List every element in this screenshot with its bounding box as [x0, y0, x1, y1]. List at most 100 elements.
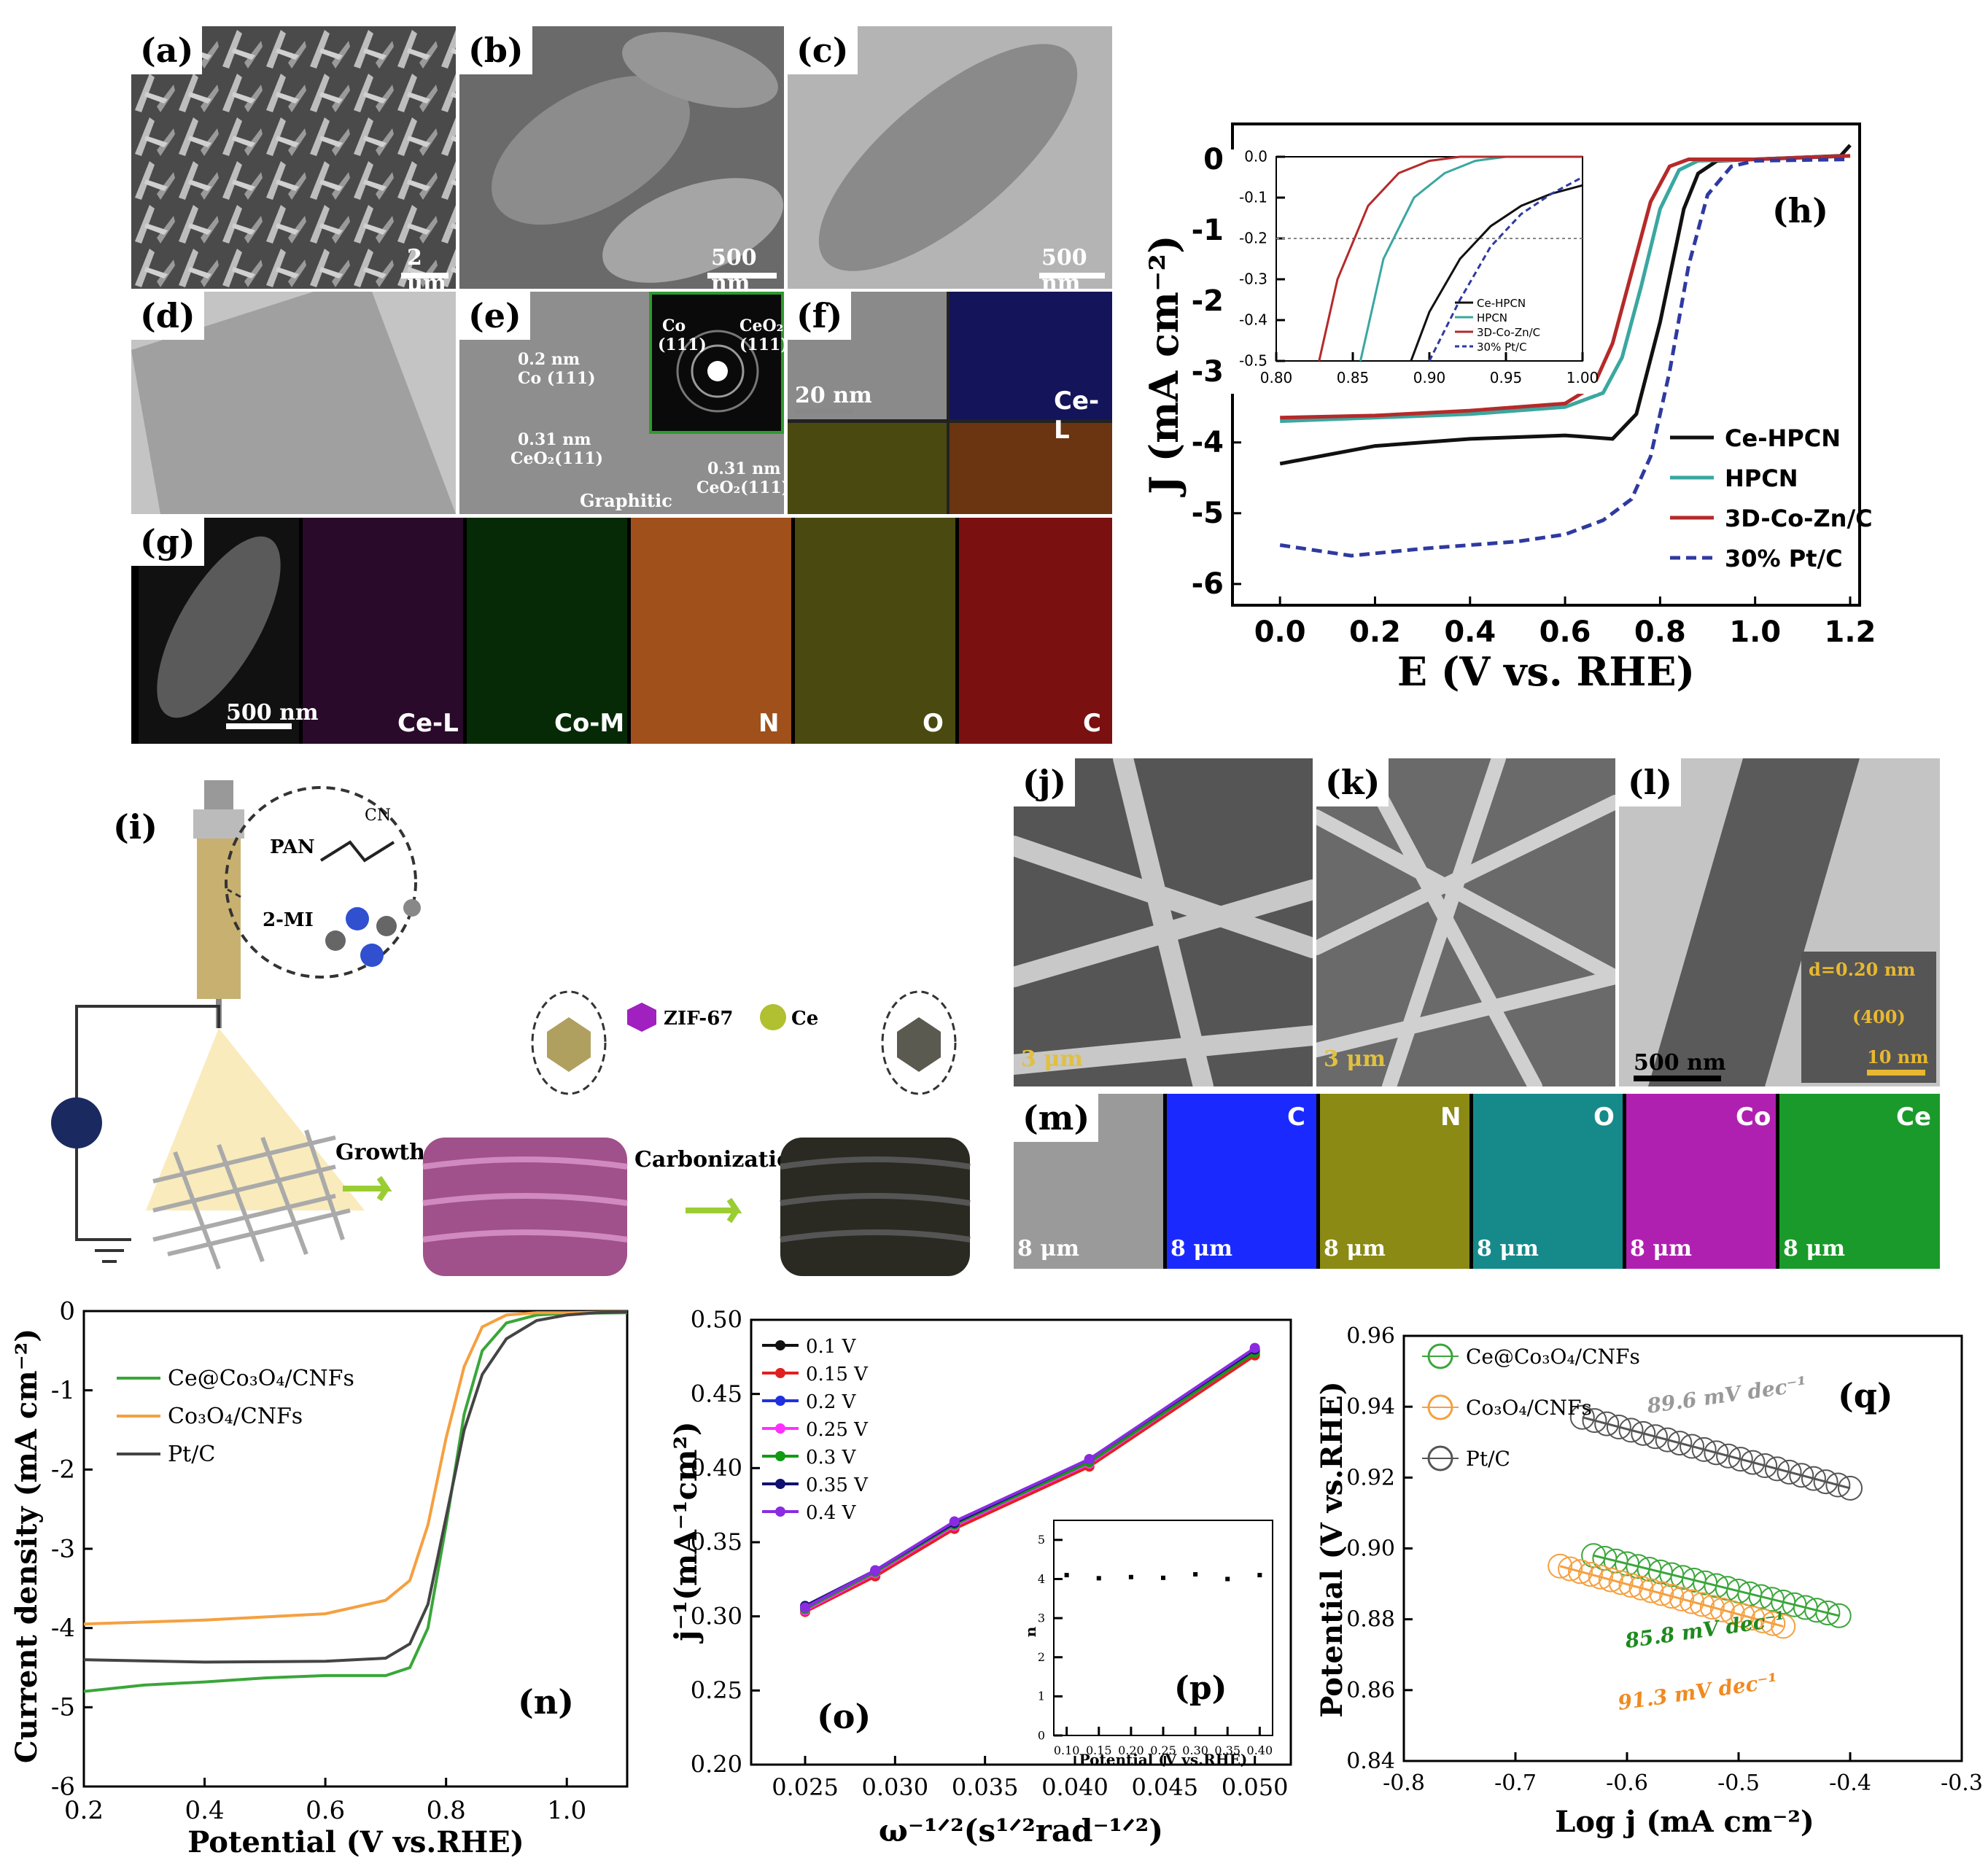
h-xtick-label-3: 0.6	[1539, 615, 1591, 649]
panel-c-leaf	[818, 44, 1078, 271]
n-panel-label: (n)	[518, 1682, 574, 1722]
cn-label: CN	[365, 806, 391, 825]
panel-a: (a) 2 μm	[131, 26, 456, 289]
q-point-2-15	[1752, 1453, 1778, 1478]
panel-b-leaves	[492, 32, 783, 283]
label-e: (e)	[459, 292, 530, 340]
h-series-3	[1279, 158, 1851, 558]
h-inset-ytick-label-0: 0.0	[1244, 148, 1267, 166]
label-a: (a)	[131, 26, 203, 74]
q-point-2-21	[1825, 1472, 1851, 1498]
p-ytick-label-5: 0	[1038, 1728, 1045, 1742]
p-xtick-label-6: 0.40	[1247, 1743, 1273, 1757]
h-legend-label-0: Ce-HPCN	[1725, 424, 1841, 452]
scalebar-c-text: 500 nm	[1041, 245, 1087, 289]
label-g: (g)	[131, 518, 204, 566]
p-point-2	[1128, 1574, 1133, 1579]
label-b: (b)	[459, 26, 532, 74]
carbon-crystal	[897, 1017, 941, 1072]
label-d: (d)	[131, 292, 204, 340]
h-inset-xtick-label-4: 1.00	[1566, 369, 1599, 386]
h-ytick-label-1: -1	[1192, 214, 1224, 247]
g-map-c	[959, 518, 1112, 744]
n-ytick-label-4: -4	[51, 1614, 75, 1643]
zif67-icon	[627, 1003, 656, 1032]
q-xtick-label-3: -0.5	[1717, 1770, 1760, 1796]
label-i: (i)	[113, 807, 158, 847]
n-xtick-label-0: 0.2	[64, 1796, 104, 1825]
pan-chain	[319, 840, 395, 863]
ground-symbol	[88, 1238, 131, 1263]
q-point-2-12	[1716, 1443, 1742, 1469]
o-ytick-label-5: 0.25	[691, 1676, 742, 1704]
q-point-1-5	[1598, 1567, 1623, 1593]
o-legend-label-2: 0.2 V	[806, 1391, 857, 1413]
o-legend-label-4: 0.3 V	[806, 1447, 857, 1469]
q-legend-label-2: Pt/C	[1466, 1447, 1510, 1471]
h-inset-ytick-label-1: -0.1	[1239, 189, 1267, 206]
panel-j: (j) 3 μm	[1014, 758, 1313, 1086]
h-inset-xtick-label-3: 0.95	[1490, 369, 1523, 386]
h-xtick-label-5: 1.0	[1729, 615, 1781, 649]
label-m: (m)	[1014, 1094, 1099, 1142]
n-xtick-label-1: 0.4	[185, 1796, 225, 1825]
l-inset-d: d=0.20 nm	[1809, 959, 1916, 980]
p-bg	[1054, 1520, 1273, 1735]
q-point-1-11	[1659, 1584, 1685, 1609]
o-point-6-1	[870, 1565, 881, 1576]
l-inset-scalebar: 10 nm	[1867, 1046, 1929, 1068]
o-xtick-label-1: 0.030	[862, 1773, 929, 1801]
f-map-orange	[950, 423, 1112, 514]
o-ytick-label-0: 0.50	[691, 1306, 742, 1334]
m-scale-2: 8 μm	[1324, 1236, 1386, 1261]
n-series-1	[83, 1310, 628, 1626]
n-xlabel: Potential (V vs.RHE)	[187, 1825, 524, 1859]
q-point-1-1	[1558, 1556, 1583, 1582]
q-point-2-5	[1631, 1420, 1656, 1446]
panel-d-leaf	[131, 292, 456, 514]
p-xtick-label-1: 0.15	[1086, 1743, 1112, 1757]
saed-inset: Co (111) CeO₂ (111)	[649, 292, 784, 434]
q-ytick-label-2: 0.92	[1346, 1465, 1395, 1490]
fringe-1: 0.2 nm	[518, 350, 581, 369]
q-fitline-1	[1559, 1565, 1784, 1628]
q-point-2-11	[1704, 1440, 1729, 1466]
mi-molecule	[325, 899, 421, 967]
o-point-6-4	[1249, 1342, 1260, 1353]
o-point-6-2	[949, 1516, 960, 1527]
g-tag-n: N	[758, 709, 780, 738]
q-point-0-22	[1826, 1603, 1852, 1628]
m-map-o	[1473, 1094, 1623, 1269]
o-ylabel: j⁻¹(mA⁻¹cm²)	[668, 1421, 704, 1644]
panel-m: (m) C N O Co Ce 8 μm 8 μm 8 μm 8 μm 8 μm…	[1014, 1094, 1940, 1269]
h-ytick-label-3: -3	[1192, 355, 1224, 389]
p-ytick-label-1: 4	[1038, 1572, 1045, 1586]
l-inset-bar	[1867, 1070, 1925, 1076]
q-point-1-22	[1771, 1614, 1796, 1639]
q-point-2-4	[1618, 1418, 1644, 1443]
l-inset: d=0.20 nm (400) 10 nm	[1801, 952, 1936, 1083]
scalebar-a	[401, 273, 449, 279]
h-inset-ytick-label-3: -0.3	[1239, 271, 1267, 288]
p-ytick-label-0: 5	[1038, 1533, 1045, 1547]
h-inset-series-3	[1428, 176, 1583, 362]
scalebar-f	[795, 408, 853, 414]
m-scale-3: 8 μm	[1477, 1236, 1539, 1261]
q-point-1-9	[1639, 1578, 1664, 1603]
voltage-source	[51, 1097, 102, 1148]
q-point-1-12	[1669, 1586, 1695, 1611]
o-xtick-label-4: 0.045	[1132, 1773, 1199, 1801]
h-inset-xtick-label-0: 0.80	[1260, 369, 1293, 386]
h-legend-label-2: 3D-Co-Zn/C	[1725, 505, 1873, 532]
h-inset-legend-label-3: 30% Pt/C	[1477, 341, 1527, 354]
q-ytick-label-4: 0.88	[1346, 1607, 1395, 1633]
h-inset-series-2	[1318, 155, 1583, 362]
carbonization-arrow	[686, 1197, 742, 1224]
p-panel-label: (p)	[1174, 1670, 1227, 1707]
p-ylabel: n	[1022, 1626, 1039, 1637]
q-point-2-0	[1569, 1404, 1595, 1430]
o-ytick-label-3: 0.35	[691, 1528, 742, 1556]
q-point-2-14	[1740, 1450, 1766, 1475]
o-legend-label-1: 0.15 V	[806, 1364, 869, 1385]
m-tag-co: Co	[1736, 1103, 1771, 1132]
